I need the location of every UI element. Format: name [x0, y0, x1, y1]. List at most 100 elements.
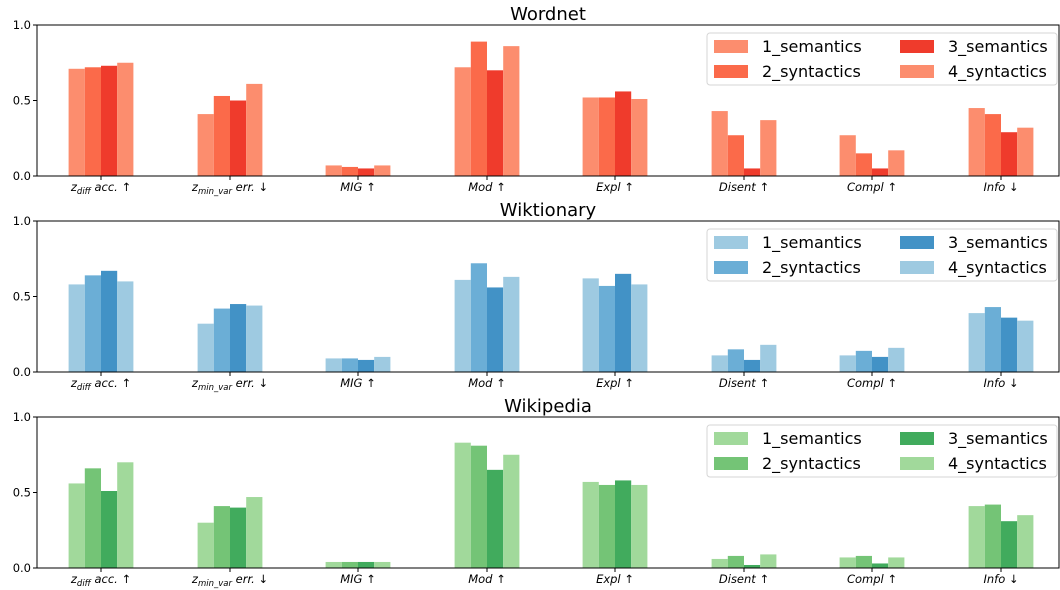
bar-2-syntactics — [341, 561, 358, 568]
bar-4-syntactics — [503, 454, 520, 568]
bar-4-syntactics — [631, 98, 648, 176]
bar-1-semantics — [711, 355, 728, 372]
bar-2-syntactics — [341, 166, 358, 176]
bar-4-syntactics — [246, 83, 263, 176]
y-tick-label: 0.5 — [13, 290, 31, 304]
legend-swatch — [714, 236, 748, 249]
legend-label: 1_semantics — [762, 37, 862, 57]
legend-swatch — [714, 40, 748, 53]
x-tick-label: Info ↓ — [983, 180, 1018, 194]
bar-3-semantics — [358, 168, 375, 176]
bar-4-syntactics — [246, 305, 263, 372]
x-tick-label: Mod ↑ — [468, 180, 506, 194]
chart-title: Wikipedia — [504, 396, 592, 417]
bar-4-syntactics — [631, 284, 648, 372]
bar-2-syntactics — [598, 484, 615, 568]
chart-panel-wiktionary: Wiktionary 0.0 0.5 1.0 zdiff acc. ↑ zmin_var … — [13, 200, 1060, 393]
bar-4-syntactics — [503, 276, 520, 372]
bar-1-semantics — [968, 108, 985, 176]
bar-4-syntactics — [246, 497, 263, 568]
y-tick-label: 1.0 — [13, 18, 31, 32]
bar-3-semantics — [744, 359, 761, 372]
bar-3-semantics — [872, 168, 889, 176]
bar-1-semantics — [711, 558, 728, 568]
bar-4-syntactics — [117, 62, 134, 176]
legend-swatch — [714, 261, 748, 274]
bar-3-semantics — [101, 490, 118, 568]
x-tick-label: Mod ↑ — [468, 376, 506, 390]
bar-4-syntactics — [760, 554, 777, 568]
bar-2-syntactics — [855, 555, 872, 568]
bar-4-syntactics — [760, 120, 777, 176]
chart-panel-wordnet: Wordnet 0.0 0.5 1.0 zdiff acc. ↑ zmin_var err… — [13, 4, 1060, 197]
bar-3-semantics — [358, 359, 375, 372]
bar-2-syntactics — [984, 114, 1001, 176]
bar-2-syntactics — [855, 153, 872, 176]
bar-1-semantics — [454, 442, 471, 568]
y-tick-label: 1.0 — [13, 214, 31, 228]
y-tick-label: 0.0 — [13, 561, 31, 575]
bar-4-syntactics — [888, 347, 905, 372]
legend-label: 4_syntactics — [948, 258, 1047, 278]
bar-3-semantics — [615, 480, 632, 568]
x-tick-label: Disent ↑ — [719, 572, 769, 586]
x-tick-label: Compl ↑ — [847, 376, 897, 390]
bar-3-semantics — [487, 469, 504, 568]
x-tick-label: MIG ↑ — [340, 180, 376, 194]
y-tick-label: 0.0 — [13, 169, 31, 183]
bar-1-semantics — [582, 481, 599, 568]
legend-label: 4_syntactics — [948, 454, 1047, 474]
bar-3-semantics — [230, 304, 247, 372]
bar-2-syntactics — [727, 135, 744, 176]
bar-3-semantics — [101, 270, 118, 372]
bar-2-syntactics — [598, 285, 615, 372]
legend-swatch — [714, 65, 748, 78]
x-tick-label: Disent ↑ — [719, 180, 769, 194]
x-tick-label: zmin_var err. ↓ — [191, 180, 268, 197]
bar-2-syntactics — [213, 95, 230, 176]
x-tick-label: zmin_var err. ↓ — [191, 572, 268, 589]
bar-1-semantics — [968, 313, 985, 372]
bar-3-semantics — [358, 561, 375, 568]
bar-4-syntactics — [374, 356, 391, 372]
legend: 1_semantics 2_syntactics 3_semantics 4_synt… — [706, 424, 1058, 478]
bar-3-semantics — [487, 287, 504, 372]
bar-1-semantics — [68, 68, 85, 176]
bar-2-syntactics — [470, 445, 487, 568]
bar-1-semantics — [839, 135, 856, 176]
bar-1-semantics — [325, 165, 342, 176]
legend-label: 2_syntactics — [762, 62, 861, 82]
bar-1-semantics — [582, 278, 599, 372]
bar-4-syntactics — [888, 150, 905, 176]
bar-3-semantics — [1001, 132, 1018, 176]
bar-2-syntactics — [84, 67, 101, 176]
bar-1-semantics — [839, 557, 856, 568]
legend-label: 4_syntactics — [948, 62, 1047, 82]
legend-label: 2_syntactics — [762, 258, 861, 278]
bar-1-semantics — [839, 355, 856, 372]
x-tick-label: Compl ↑ — [847, 572, 897, 586]
bar-1-semantics — [325, 358, 342, 372]
x-tick-label: Compl ↑ — [847, 180, 897, 194]
bar-2-syntactics — [213, 308, 230, 372]
legend-label: 3_semantics — [948, 37, 1048, 57]
bar-3-semantics — [872, 563, 889, 568]
x-tick-label: Expl ↑ — [596, 376, 634, 390]
x-tick-label: Expl ↑ — [596, 180, 634, 194]
x-tick-label: Mod ↑ — [468, 572, 506, 586]
x-tick-label: Disent ↑ — [719, 376, 769, 390]
bar-2-syntactics — [470, 41, 487, 176]
bar-1-semantics — [68, 284, 85, 372]
bar-1-semantics — [968, 506, 985, 568]
bar-2-syntactics — [213, 506, 230, 568]
x-tick-label: zdiff acc. ↑ — [70, 180, 131, 197]
y-tick-label: 0.5 — [13, 486, 31, 500]
x-tick-label: MIG ↑ — [340, 572, 376, 586]
legend-label: 3_semantics — [948, 233, 1048, 253]
bar-4-syntactics — [1017, 320, 1034, 372]
legend-frame — [706, 32, 1058, 86]
x-tick-label: Info ↓ — [983, 572, 1018, 586]
bar-3-semantics — [487, 70, 504, 176]
chart-title: Wordnet — [510, 4, 586, 25]
